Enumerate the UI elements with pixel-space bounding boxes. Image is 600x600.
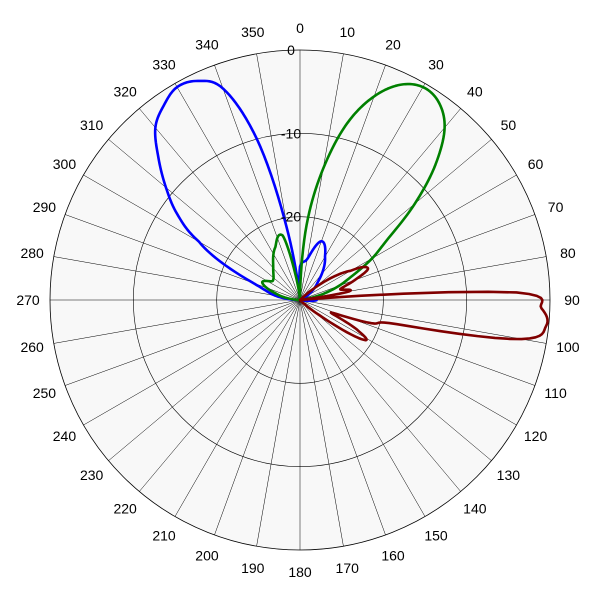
angle-spoke [64,299,301,386]
angle-tick-label: 110 [544,385,567,401]
angle-tick-label: 20 [385,36,401,52]
angle-tick-label: 270 [16,292,40,308]
angle-tick-label: 100 [556,339,580,355]
tick-labels: 0 10 20 30 40 50 60 70 80 90 100 110 120 130 140 150 160… [16,20,580,580]
angle-tick-label: 210 [152,528,176,544]
angle-tick-label: 40 [467,84,483,100]
angle-tick-label: 70 [548,199,564,215]
angle-tick-label: 310 [80,117,104,133]
angle-tick-label: 350 [241,24,265,40]
angle-tick-label: 120 [524,428,548,444]
series-layer [153,79,549,342]
angle-tick-label: 180 [288,564,312,580]
angle-tick-label: 0 [296,20,304,36]
angle-spoke [139,299,301,492]
angle-tick-label: 50 [501,117,517,133]
angle-tick-label: 160 [381,548,405,564]
angle-tick-label: 260 [20,339,44,355]
angle-tick-label: 250 [33,385,57,401]
angle-spoke [174,83,301,301]
angle-tick-label: 320 [113,84,137,100]
angle-tick-label: 220 [113,500,137,516]
angle-tick-label: 290 [33,199,57,215]
angle-spoke [108,139,301,301]
angle-tick-label: 30 [428,56,444,72]
angle-tick-label: 170 [336,560,360,576]
angle-spoke [299,108,461,301]
angle-spoke [299,64,386,301]
series-line-3 [298,265,549,342]
angle-tick-label: 240 [53,428,77,444]
angle-tick-label: 60 [528,156,544,172]
angle-tick-label: 200 [195,548,219,564]
angle-spoke [174,299,301,517]
angle-spoke [299,299,517,426]
angle-tick-label: 10 [339,24,355,40]
angle-tick-label: 150 [424,528,448,544]
angle-spoke [299,299,492,461]
radial-tick-label: -10 [281,125,301,141]
angle-tick-label: 90 [564,292,580,308]
angle-spoke [299,299,426,517]
angle-spoke [83,174,301,301]
angle-spoke [299,139,492,301]
angle-tick-label: 280 [20,245,44,261]
angle-spoke [299,299,547,344]
angle-spoke [53,256,301,301]
angle-tick-label: 300 [53,156,77,172]
angle-spoke [299,174,517,301]
angle-tick-label: 140 [463,500,487,516]
angle-tick-label: 330 [152,56,176,72]
angle-spoke [83,299,301,426]
angle-spoke [299,299,344,547]
angle-spoke [299,299,386,536]
angle-spoke [53,299,301,344]
radial-tick-label: 0 [287,42,295,58]
angle-spoke [299,83,426,301]
angle-spoke [214,299,301,536]
angle-spoke [108,299,301,461]
angle-spoke [64,214,301,301]
angle-tick-label: 80 [560,245,576,261]
radial-tick-label: -20 [281,209,301,225]
angle-spoke [214,64,301,301]
angle-tick-label: 340 [195,36,219,52]
angle-spoke [256,299,301,547]
angle-tick-label: 130 [497,467,521,483]
angle-tick-label: 190 [241,560,265,576]
angle-tick-label: 230 [80,467,104,483]
angle-spoke [299,299,461,492]
